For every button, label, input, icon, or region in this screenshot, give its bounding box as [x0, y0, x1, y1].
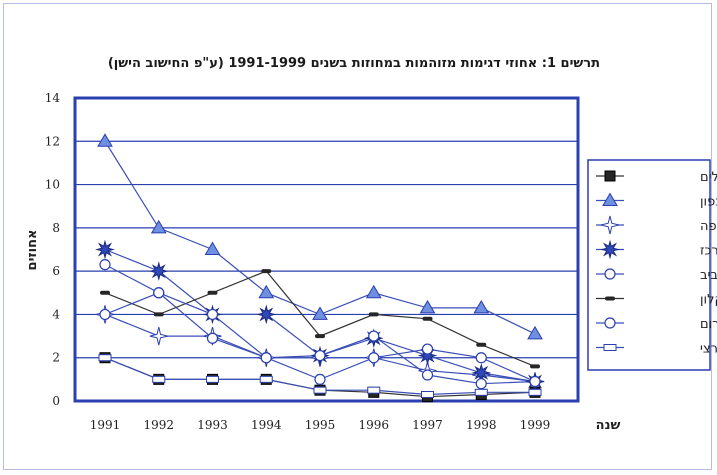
legend-marker [603, 344, 617, 351]
data-point [421, 343, 434, 355]
legend-marker [600, 215, 620, 235]
y-tick-label: 4 [52, 307, 60, 321]
data-point [207, 290, 218, 295]
data-point [99, 308, 111, 321]
data-point [365, 284, 382, 299]
chart-title: תרשים 1: אחוזי דגימות מזוהמות במחוזות בש… [107, 56, 600, 71]
data-point [530, 364, 540, 369]
data-point [206, 332, 219, 344]
x-tick-label: 1995 [305, 418, 336, 432]
data-point [367, 386, 381, 394]
data-point [313, 386, 327, 394]
x-tick-label: 1999 [520, 418, 551, 432]
y-tick-label: 8 [52, 221, 60, 235]
legend-box [587, 159, 711, 371]
grid [75, 140, 578, 359]
legend-marker [605, 296, 615, 301]
x-tick-label: 1994 [251, 418, 282, 432]
data-point [419, 299, 436, 314]
legend-label: אשקלון [700, 293, 717, 308]
x-axis-label: שנה [596, 418, 621, 433]
x-tick-label: 1996 [358, 418, 389, 432]
data-point [421, 391, 434, 399]
legend-marker [604, 268, 616, 280]
data-point [529, 375, 541, 388]
legend-label: חיפה [700, 219, 717, 234]
data-point [95, 239, 115, 260]
y-tick-label: 2 [52, 351, 60, 365]
data-point [528, 388, 542, 396]
x-tick-label: 1997 [412, 418, 443, 432]
data-point [258, 284, 275, 299]
data-point [527, 325, 543, 340]
legend-marker [602, 192, 618, 206]
y-tick-label: 10 [45, 178, 60, 192]
data-point [312, 306, 328, 320]
data-point [153, 312, 164, 317]
data-point [315, 334, 325, 339]
data-point [204, 241, 221, 255]
data-point [99, 259, 111, 271]
x-tick-label: 1998 [466, 418, 497, 432]
data-point [368, 312, 379, 317]
data-point [98, 354, 112, 362]
x-tick-label: 1993 [197, 418, 228, 432]
data-point [149, 326, 168, 346]
data-point [475, 352, 487, 364]
data-point [259, 375, 273, 383]
data-point [150, 219, 167, 234]
legend-label: תל-אביב [700, 268, 717, 283]
data-point [206, 308, 219, 321]
chart-frame [3, 3, 712, 470]
legend-marker [604, 170, 616, 182]
y-axis: 0 2 4 6 8 10 12 14 [45, 91, 61, 408]
legend-label: מרכז [700, 244, 717, 259]
data-point [368, 330, 380, 342]
data-point [474, 388, 488, 396]
y-tick-label: 6 [52, 264, 60, 278]
legend-label: סיכום ארצי [700, 342, 717, 357]
data-point [422, 316, 433, 321]
y-tick-label: 14 [45, 91, 61, 105]
data-point [421, 369, 434, 381]
y-axis-label: אחוזים [25, 230, 40, 271]
data-point [97, 133, 113, 147]
data-point [260, 352, 272, 364]
legend-label: דרום [700, 317, 717, 332]
x-tick-label: 1991 [90, 418, 121, 432]
legend-marker [604, 317, 616, 329]
legend-label: צפון [700, 195, 717, 210]
data-point [148, 261, 169, 281]
data-point [256, 304, 277, 325]
data-point [153, 287, 165, 299]
y-tick-label: 12 [45, 134, 60, 148]
data-point [476, 342, 487, 347]
data-point [152, 375, 166, 383]
legend-label: ירושלים [700, 170, 717, 185]
data-point [100, 290, 110, 295]
data-point [261, 269, 272, 274]
x-tick-label: 1992 [143, 418, 174, 432]
data-point [368, 352, 380, 364]
data-point [314, 373, 326, 385]
data-point [475, 378, 487, 390]
data-point [206, 375, 219, 383]
x-axis: 1991 1992 1993 1994 1995 1996 1997 1998 1999 [90, 418, 551, 432]
series-line [104, 140, 536, 335]
plot-area [73, 96, 580, 403]
y-tick-label: 0 [52, 394, 60, 408]
series-markers [95, 133, 545, 403]
legend: ירושלים צפון חיפה מרכז תל-אביב אשקלון דרום סיכו… [596, 170, 717, 357]
data-point [314, 349, 326, 362]
legend-marker [600, 239, 620, 260]
data-point [473, 299, 490, 314]
